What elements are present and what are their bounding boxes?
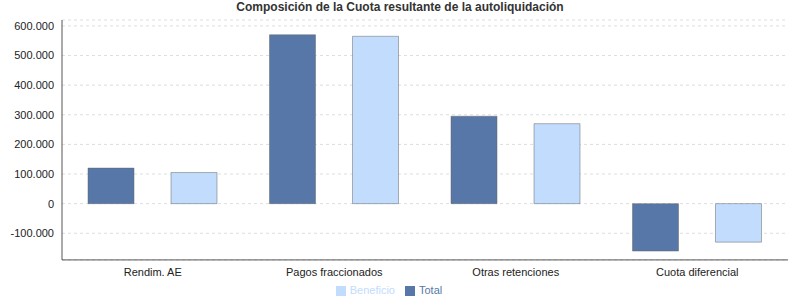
svg-text:300.000: 300.000 [14,109,54,121]
svg-text:400.000: 400.000 [14,79,54,91]
svg-text:Rendim. AE: Rendim. AE [124,266,182,278]
svg-text:-100.000: -100.000 [11,227,54,239]
html-text:Beneficio: Beneficio [349,283,395,296]
svg-text:Pagos fraccionados: Pagos fraccionados [286,266,383,278]
html-text:Total: Total [419,283,443,296]
svg-text:Cuota diferencial: Cuota diferencial [656,266,739,278]
svg-text:500.000: 500.000 [14,49,54,61]
svg-text:Otras retenciones: Otras retenciones [472,266,559,278]
svg-text:600.000: 600.000 [14,20,54,32]
svg-text:100.000: 100.000 [14,168,54,180]
svg-text:200.000: 200.000 [14,138,54,150]
svg-text:0: 0 [48,198,54,210]
html-text:Composición de la Cuota result: Composición de la Cuota resultante de la… [236,0,564,14]
